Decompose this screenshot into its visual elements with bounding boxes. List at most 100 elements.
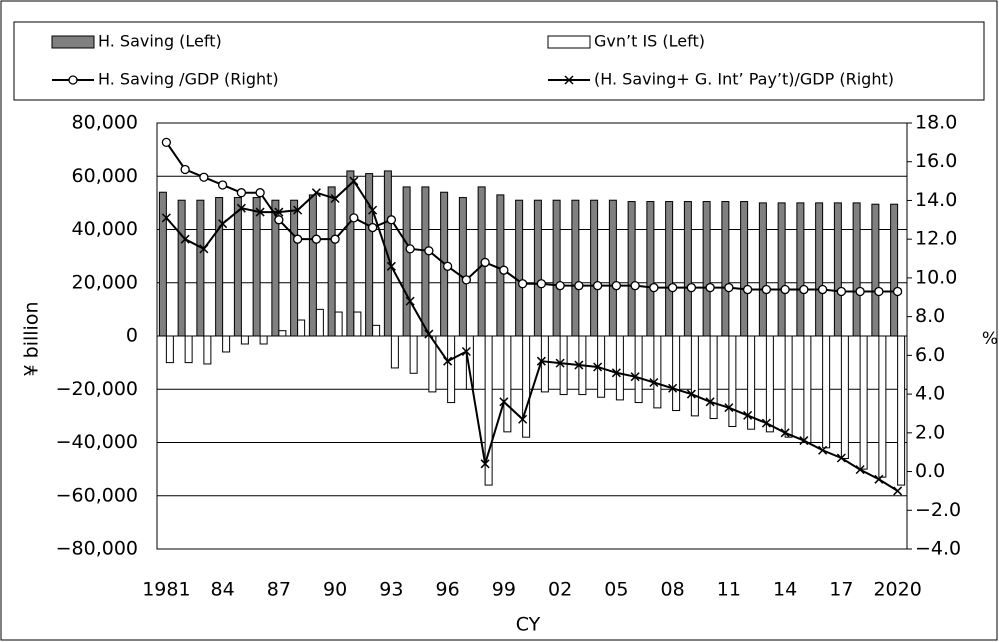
marker: [743, 410, 753, 420]
bar: [271, 199, 280, 337]
bar: [222, 335, 231, 353]
bar: [402, 186, 411, 337]
line: [165, 179, 899, 492]
marker: [724, 282, 734, 293]
marker: [724, 403, 734, 413]
marker: [368, 205, 378, 215]
marker: [330, 193, 340, 204]
marker: [593, 362, 603, 372]
y2-tick-label: −4.0: [915, 538, 961, 560]
bar: [353, 311, 362, 337]
legend-label: H. Saving /GDP (Right): [98, 70, 279, 89]
marker: [668, 383, 678, 393]
bar: [627, 201, 636, 337]
bar: [203, 335, 212, 365]
bar: [822, 335, 831, 449]
y2-tick-label: 0.0: [915, 460, 945, 482]
bar: [327, 186, 336, 337]
bar: [559, 335, 568, 396]
marker: [818, 445, 828, 455]
bar: [165, 335, 174, 364]
marker: [311, 188, 321, 198]
marker: [424, 246, 434, 256]
bar: [278, 330, 287, 337]
x-tick-label: 99: [492, 579, 516, 601]
bar: [803, 335, 812, 443]
x-tick-label: 2020: [873, 579, 921, 601]
bar: [608, 199, 617, 337]
marker: [592, 281, 603, 291]
marker: [817, 284, 828, 295]
y-tick-label: −80,000: [56, 538, 138, 560]
marker: [855, 465, 865, 475]
marker: [180, 234, 190, 244]
marker: [892, 286, 903, 297]
marker: [499, 397, 509, 407]
bar: [840, 335, 849, 459]
marker: [574, 281, 584, 291]
bar: [465, 335, 474, 390]
bar: [158, 191, 167, 337]
bar: [240, 335, 249, 345]
marker: [255, 207, 265, 217]
y2-tick-label: 8.0: [915, 305, 945, 327]
marker: [274, 215, 284, 225]
bar: [890, 203, 899, 337]
legend-swatch: [547, 35, 591, 49]
bar: [346, 170, 355, 337]
bar: [290, 199, 299, 337]
marker: [686, 389, 696, 399]
marker: [780, 428, 790, 438]
marker: [649, 282, 659, 293]
bar: [665, 201, 674, 337]
marker: [518, 414, 528, 424]
marker: [199, 244, 209, 254]
bar: [571, 199, 580, 337]
marker: [836, 286, 847, 297]
marker: [536, 279, 547, 289]
marker: [649, 377, 659, 388]
bar: [409, 335, 418, 374]
bar: [484, 335, 493, 486]
legend-marker: [68, 75, 78, 85]
bar: [709, 335, 718, 420]
y-tick-label: −40,000: [56, 431, 138, 453]
bar: [552, 199, 561, 337]
legend-label: Gvn’t IS (Left): [594, 32, 705, 51]
x-tick-label: 02: [548, 579, 572, 601]
marker: [236, 203, 246, 213]
marker: [611, 281, 622, 291]
legend-label: (H. Saving+ G. Int’ Pay’t)/GDP (Right): [594, 70, 894, 89]
marker: [442, 261, 453, 271]
marker: [499, 265, 509, 275]
bar: [196, 199, 205, 337]
bar: [683, 201, 692, 337]
y2-tick-label: 16.0: [915, 150, 957, 172]
marker: [555, 281, 565, 291]
bar: [690, 335, 699, 417]
bar: [672, 335, 681, 412]
legend-box: [13, 21, 985, 101]
marker: [461, 346, 471, 357]
x-tick-label: 17: [829, 579, 853, 601]
marker: [705, 282, 715, 293]
legend-label: H. Saving (Left): [98, 32, 222, 51]
marker: [349, 176, 359, 186]
marker: [780, 284, 790, 295]
marker: [461, 275, 472, 285]
x-tick-label: 84: [211, 579, 235, 601]
bar: [184, 335, 193, 364]
marker: [536, 356, 546, 366]
bar: [372, 324, 381, 337]
bar: [259, 335, 268, 345]
marker: [386, 261, 396, 271]
marker: [367, 222, 378, 233]
marker: [874, 474, 884, 484]
marker: [667, 282, 678, 293]
bar: [308, 194, 317, 337]
marker: [161, 137, 172, 148]
marker: [424, 329, 434, 339]
marker: [761, 418, 771, 428]
